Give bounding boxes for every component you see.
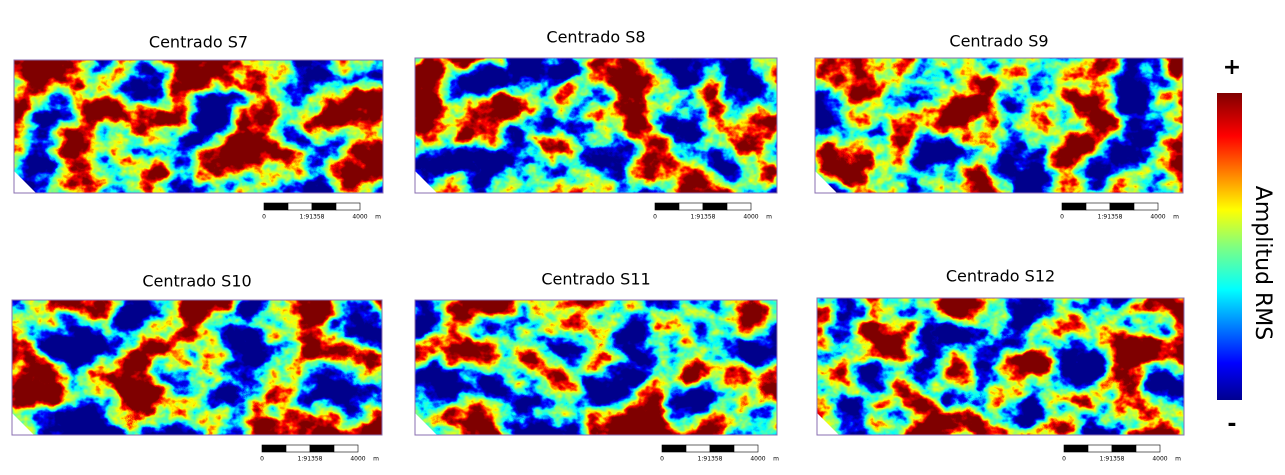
panel-title: Centrado S12 xyxy=(946,267,1055,286)
scale-unit: m xyxy=(773,456,779,463)
amplitude-map xyxy=(12,300,382,435)
scale-segment xyxy=(1110,203,1134,210)
scale-segment xyxy=(264,203,288,210)
figure: + - Amplitud RMS Centrado S7 0 1:91358 4000… xyxy=(0,0,1285,471)
scale-segment xyxy=(336,203,360,210)
scale-end: 4000 xyxy=(352,214,367,221)
panel-title: Centrado S10 xyxy=(142,272,251,291)
scale-ratio: 1:91358 xyxy=(1100,456,1125,463)
scale-segment xyxy=(1112,445,1136,452)
scale-start: 0 xyxy=(653,214,657,221)
scale-segment xyxy=(727,203,751,210)
colorbar-min: - xyxy=(1227,412,1236,437)
panel-title: Centrado S11 xyxy=(541,270,650,289)
scale-start: 0 xyxy=(660,456,664,463)
scale-ratio: 1:91358 xyxy=(691,214,716,221)
scale-segment xyxy=(655,203,679,210)
amplitude-map xyxy=(415,300,777,435)
scale-segment xyxy=(262,445,286,452)
scale-segment xyxy=(1136,445,1160,452)
scale-segment xyxy=(1062,203,1086,210)
scale-start: 0 xyxy=(1060,214,1064,221)
amplitude-map xyxy=(817,298,1184,435)
scale-segment xyxy=(286,445,310,452)
scale-ratio: 1:91358 xyxy=(300,214,325,221)
scale-segment xyxy=(686,445,710,452)
scale-unit: m xyxy=(373,456,379,463)
scale-unit: m xyxy=(1173,214,1179,221)
scale-segment xyxy=(662,445,686,452)
scale-segment xyxy=(679,203,703,210)
scale-end: 4000 xyxy=(350,456,365,463)
scale-start: 0 xyxy=(262,214,266,221)
scale-segment xyxy=(312,203,336,210)
scale-segment xyxy=(334,445,358,452)
scale-segment xyxy=(1064,445,1088,452)
colorbar-label: Amplitud RMS xyxy=(1250,186,1275,340)
scale-end: 4000 xyxy=(1150,214,1165,221)
amplitude-map xyxy=(14,60,383,193)
amplitude-map xyxy=(815,58,1183,193)
scale-segment xyxy=(310,445,334,452)
scale-unit: m xyxy=(766,214,772,221)
scale-segment xyxy=(288,203,312,210)
scale-segment xyxy=(1134,203,1158,210)
scale-segment xyxy=(703,203,727,210)
scale-unit: m xyxy=(375,214,381,221)
panel-title: Centrado S7 xyxy=(149,33,248,52)
scale-start: 0 xyxy=(1062,456,1066,463)
scale-ratio: 1:91358 xyxy=(298,456,323,463)
panel-title: Centrado S8 xyxy=(546,28,645,47)
scale-end: 4000 xyxy=(1152,456,1167,463)
scale-segment xyxy=(734,445,758,452)
panel-title: Centrado S9 xyxy=(949,32,1048,51)
scale-unit: m xyxy=(1175,456,1181,463)
scale-ratio: 1:91358 xyxy=(698,456,723,463)
scale-segment xyxy=(710,445,734,452)
scale-end: 4000 xyxy=(750,456,765,463)
scale-segment xyxy=(1088,445,1112,452)
scale-ratio: 1:91358 xyxy=(1098,214,1123,221)
colorbar xyxy=(1217,93,1242,400)
colorbar-max: + xyxy=(1223,55,1241,80)
amplitude-map xyxy=(415,58,777,193)
scale-start: 0 xyxy=(260,456,264,463)
scale-segment xyxy=(1086,203,1110,210)
scale-end: 4000 xyxy=(743,214,758,221)
